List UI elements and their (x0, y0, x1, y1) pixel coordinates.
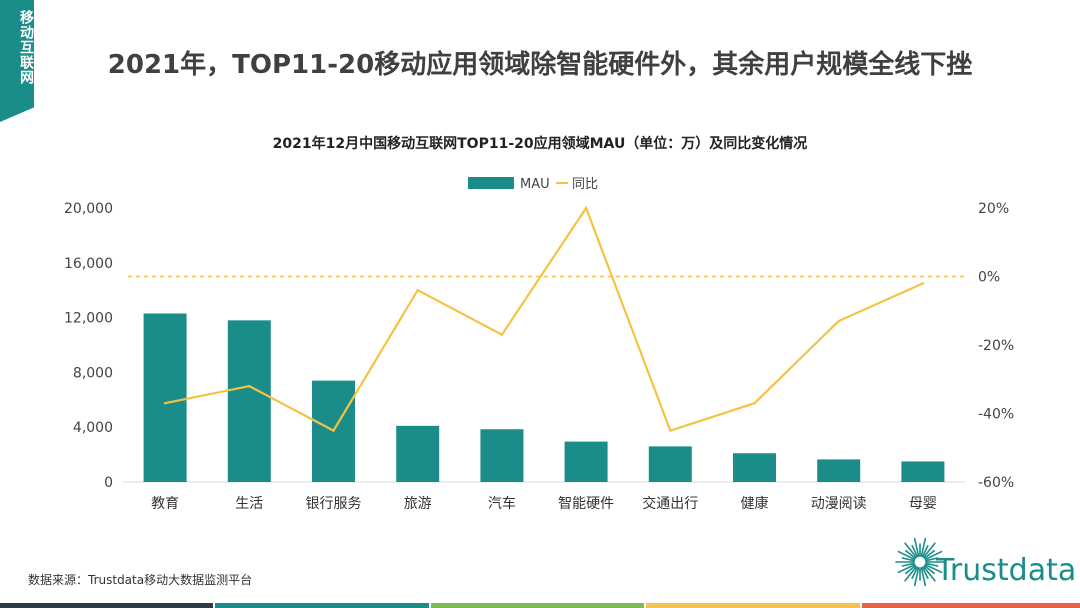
point-yoy (163, 402, 167, 405)
y-left-tick-label: 0 (104, 475, 113, 491)
footer-color-segment (646, 603, 860, 608)
x-tick-label: 旅游 (404, 496, 432, 512)
point-yoy (500, 333, 504, 336)
x-tick-label: 母婴 (909, 496, 937, 512)
logo-ray (913, 537, 920, 557)
logo-ray (921, 566, 929, 580)
section-tag-label: 移动互联网 (18, 10, 34, 85)
y-left-tick-label: 20,000 (64, 201, 113, 217)
logo-ray (905, 564, 917, 575)
logo-ray (922, 542, 936, 559)
logo-ray (901, 557, 915, 562)
x-tick-label: 银行服务 (306, 496, 362, 512)
x-tick-label: 生活 (235, 496, 263, 512)
footer-color-segment (0, 603, 214, 608)
footer-color-segment (215, 603, 429, 608)
bar-mau (648, 446, 692, 482)
point-yoy (332, 429, 335, 432)
x-tick-label: 智能硬件 (558, 496, 614, 512)
trustdata-logo-text: Trustdata (936, 553, 1077, 588)
data-source-note: 数据来源：Trustdata移动大数据监测平台 (28, 573, 253, 587)
logo-ray (923, 564, 935, 575)
point-yoy (669, 429, 672, 432)
y-right-tick-label: 20% (978, 201, 1009, 217)
section-tag: 移动互联网 (0, 0, 34, 122)
combo-chart: 2021年12月中国移动互联网TOP11-20应用领域MAU（单位：万）及同比变… (64, 135, 1014, 512)
logo-ray (911, 566, 919, 580)
x-tick-label: 健康 (741, 495, 769, 512)
logo-ray (897, 563, 916, 574)
legend-label-yoy: 同比 (572, 177, 598, 192)
bar-mau (733, 453, 776, 482)
y-left-tick-label: 12,000 (64, 311, 113, 327)
footer-color-segment (430, 603, 645, 608)
bar-mau (227, 320, 271, 482)
logo-ray (924, 563, 943, 574)
y-right-tick-label: -60% (978, 475, 1014, 491)
logo-ray (897, 550, 916, 561)
legend-swatch-mau (468, 177, 514, 189)
line-yoy-series (164, 205, 924, 433)
logo-ray (920, 537, 927, 557)
bar-mau (564, 441, 608, 482)
x-tick-label: 教育 (151, 496, 179, 512)
logo-ray (920, 567, 927, 587)
trustdata-logo-icon (895, 537, 945, 587)
point-yoy (248, 384, 251, 388)
y-left-tick-label: 8,000 (73, 365, 113, 381)
point-yoy (584, 206, 588, 210)
legend-label-mau: MAU (520, 177, 550, 192)
point-yoy (416, 289, 419, 292)
x-tick-label: 动漫阅读 (811, 495, 867, 512)
x-tick-label: 汽车 (488, 495, 516, 512)
bar-mau (480, 429, 524, 482)
bar-mau (143, 313, 187, 482)
y-right-tick-label: -40% (978, 407, 1014, 423)
logo-ray (904, 542, 918, 559)
y-right-tick-label: 0% (978, 270, 1000, 286)
point-yoy (837, 319, 840, 323)
logo-ray (924, 550, 943, 561)
chart-legend: MAU 同比 (468, 177, 598, 192)
x-tick-label: 交通出行 (642, 495, 698, 512)
y-left-tick-label: 16,000 (64, 256, 113, 272)
footer-color-segment (861, 603, 1080, 608)
bar-mau (396, 425, 440, 482)
logo-ray (904, 565, 918, 582)
chart-title: 2021年12月中国移动互联网TOP11-20应用领域MAU（单位：万）及同比变… (273, 135, 808, 152)
logo-ray (921, 544, 929, 558)
logo-ray (905, 549, 917, 560)
logo-ray (925, 562, 939, 567)
logo-ray (901, 562, 915, 567)
point-yoy (753, 402, 756, 405)
bar-mau (817, 459, 861, 482)
y-left-tick-label: 4,000 (73, 420, 113, 436)
logo-ray (911, 544, 919, 558)
logo-ray (923, 549, 935, 560)
footer-color-strip (0, 603, 1080, 608)
logo-ray (922, 565, 936, 582)
point-yoy (921, 282, 925, 285)
bar-mau (901, 461, 945, 482)
page-title: 2021年，TOP11-20移动应用领域除智能硬件外，其余用户规模全线下挫 (107, 50, 973, 80)
logo-ray (925, 557, 939, 562)
logo-ray (913, 567, 920, 587)
y-right-tick-label: -20% (978, 338, 1014, 354)
